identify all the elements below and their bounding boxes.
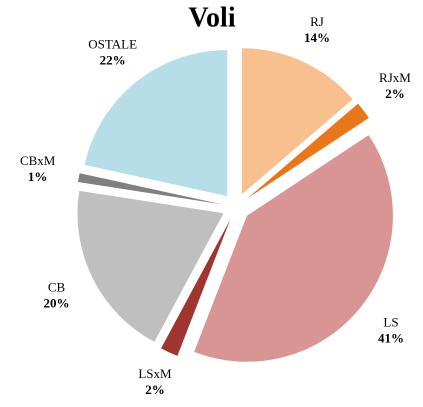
slice-label: LSxM [138, 366, 172, 381]
pie-slice [194, 135, 393, 362]
slice-label: RJ [310, 14, 324, 29]
slice-value-label: 41% [378, 331, 404, 346]
pie-slice [77, 190, 224, 342]
slice-value-label: 20% [43, 295, 69, 310]
slice-value-label: 1% [28, 169, 48, 184]
pie-slice [84, 50, 228, 197]
slice-value-label: 2% [385, 86, 405, 101]
slice-value-label: 14% [304, 30, 330, 45]
pie-slice [241, 48, 353, 195]
slice-label: CB [48, 279, 66, 294]
slice-value-label: 22% [100, 53, 126, 68]
slice-value-label: 2% [145, 382, 165, 397]
slice-label: RJxM [379, 70, 411, 85]
slice-label: OSTALE [88, 37, 137, 52]
slice-label: LS [383, 315, 398, 330]
pie-slice [161, 219, 231, 356]
pie-slice [77, 173, 223, 205]
pie-slice [247, 103, 369, 199]
chart-title: Voli [188, 2, 235, 33]
slice-label: CBxM [20, 153, 56, 168]
